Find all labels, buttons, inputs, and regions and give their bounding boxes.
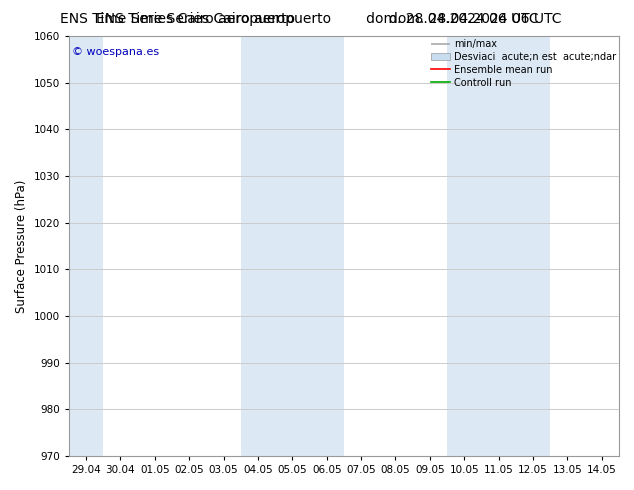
Bar	[69, 36, 103, 456]
Text: ENS Time Series Cairo aeropuerto: ENS Time Series Cairo aeropuerto	[60, 12, 295, 26]
Y-axis label: Surface Pressure (hPa): Surface Pressure (hPa)	[15, 179, 28, 313]
Text: dom. 28.04.2024 06 UTC: dom. 28.04.2024 06 UTC	[389, 12, 562, 26]
Text: © woespana.es: © woespana.es	[72, 47, 158, 57]
Legend: min/max, Desviaci  acute;n est  acute;ndar, Ensemble mean run, Controll run: min/max, Desviaci acute;n est acute;ndar…	[430, 39, 616, 88]
Text: ENS Time Series Cairo aeropuerto        dom. 28.04.2024 06 UTC: ENS Time Series Cairo aeropuerto dom. 28…	[96, 12, 538, 26]
Bar	[447, 36, 550, 456]
Bar	[241, 36, 344, 456]
